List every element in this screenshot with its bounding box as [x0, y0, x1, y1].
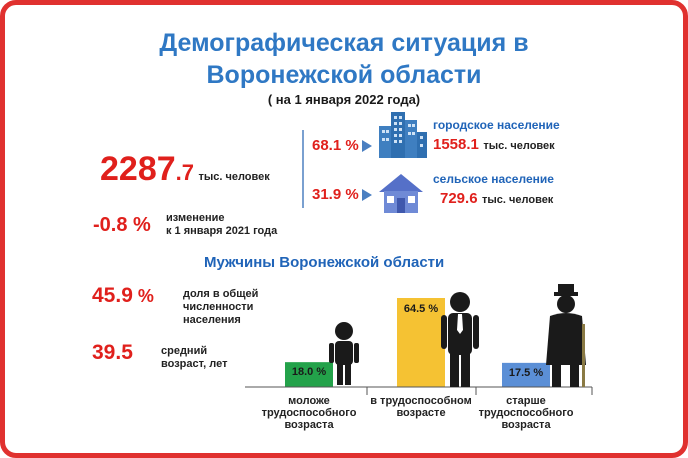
- men-age-label: средний возраст, лет: [161, 345, 228, 371]
- men-share-label-l3: населения: [183, 314, 241, 326]
- urban-arrow: [362, 140, 372, 152]
- title-line1: Демографическая ситуация в: [159, 29, 529, 57]
- rural-value-block: 729.6 тыс. человек: [440, 190, 553, 208]
- total-unit: тыс. человек: [198, 171, 270, 183]
- category-label-3-line2: трудоспособного: [479, 407, 574, 419]
- urban-label: городское население: [433, 118, 560, 132]
- urban-value: 1558.1: [433, 136, 479, 153]
- total-dec: .7: [175, 160, 194, 185]
- bar-3: [502, 362, 550, 387]
- men-share-int: 45.9: [92, 284, 133, 307]
- category-label-2-line1: в трудоспособном: [370, 395, 472, 407]
- bar-2: [397, 298, 445, 387]
- rural-value: 729.6: [440, 190, 478, 207]
- men-age-value: 39.5: [92, 341, 133, 364]
- category-label-2-line2: возрасте: [396, 407, 445, 419]
- city-buildings-icon: [377, 108, 429, 163]
- change-value: -0.8 %: [93, 214, 151, 236]
- rural-unit: тыс. человек: [482, 194, 554, 206]
- man-icon: [441, 292, 479, 387]
- ticks-group: [366, 387, 593, 395]
- bar-value-label-1: 18.0 %: [292, 366, 326, 378]
- category-label-1-line3: возраста: [284, 419, 334, 431]
- men-age-label-l2: возраст, лет: [161, 358, 228, 370]
- men-heading: Мужчины Воронежской области: [204, 254, 445, 271]
- total-int: 2287: [100, 150, 176, 188]
- men-share-label-l2: численности: [183, 301, 254, 313]
- title-line2: Воронежской области: [206, 61, 482, 89]
- boy-icon: [329, 322, 359, 385]
- category-label-3-line3: возраста: [501, 419, 551, 431]
- age-structure-chart: 18.0 %моложетрудоспособноговозраста64.5 …: [245, 284, 593, 431]
- change-label-line2: к 1 января 2021 года: [166, 225, 278, 237]
- subtitle: ( на 1 января 2022 года): [267, 92, 421, 107]
- urban-percent: 68.1 %: [312, 137, 359, 154]
- urban-unit: тыс. человек: [483, 140, 555, 152]
- category-label-1-line1: моложе: [288, 395, 330, 407]
- house-icon: [377, 172, 425, 219]
- bar-1: [285, 362, 333, 387]
- men-share-pct: %: [132, 286, 154, 306]
- total-population: 2287.7 тыс. человек: [100, 150, 270, 189]
- change-label-line1: изменение: [166, 212, 225, 224]
- rural-label: сельское население: [433, 172, 554, 186]
- bars-group: 18.0 %моложетрудоспособноговозраста64.5 …: [262, 298, 574, 431]
- bar-value-label-3: 17.5 %: [509, 367, 543, 379]
- men-share-label-l1: доля в общей: [183, 288, 259, 300]
- men-age-label-l1: средний: [161, 345, 208, 357]
- category-label-3-line1: старше: [506, 395, 546, 407]
- bracket-line: [302, 130, 304, 208]
- urban-value-block: 1558.1 тыс. человек: [433, 136, 555, 154]
- men-share-label: доля в общей численности населения: [183, 288, 258, 327]
- men-share: 45.9 %: [92, 284, 154, 308]
- category-label-1-line2: трудоспособного: [262, 407, 357, 419]
- rural-percent: 31.9 %: [312, 186, 359, 203]
- bar-value-label-2: 64.5 %: [404, 303, 438, 315]
- rural-arrow: [362, 189, 372, 201]
- change-label: изменение к 1 января 2021 года: [166, 212, 277, 238]
- elder-icon: [546, 284, 586, 387]
